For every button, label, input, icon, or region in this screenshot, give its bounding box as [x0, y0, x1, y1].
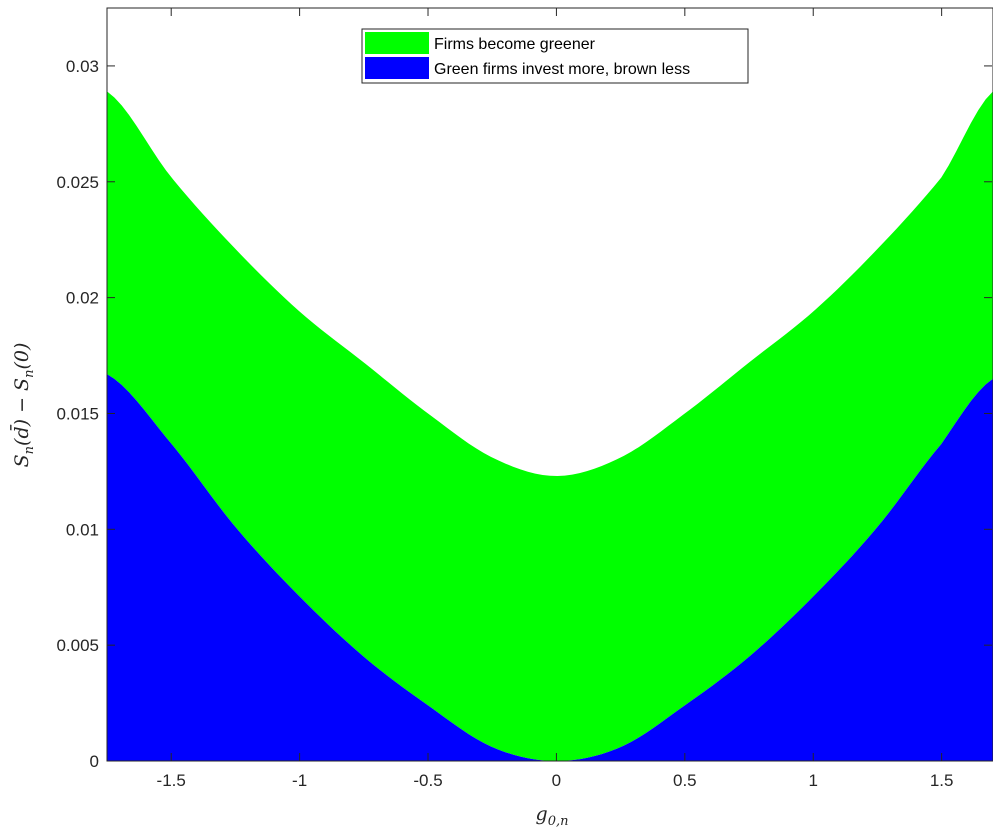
legend-swatch: [365, 57, 429, 79]
y-tick-label: 0.025: [56, 173, 99, 192]
x-tick-label: 0.5: [673, 771, 697, 790]
region-firms-become-greener: [107, 91, 993, 761]
y-tick-label: 0.03: [66, 57, 99, 76]
y-axis: 0 0.005 0.01 0.015 0.02 0.025 0.03: [56, 57, 992, 771]
x-tick-label: -1: [292, 771, 307, 790]
x-axis-label: g0,n: [536, 803, 569, 827]
x-tick-label: 1.5: [930, 771, 954, 790]
y-axis-label: Sn(d̄) − Sn(0): [9, 343, 37, 468]
y-tick-label: 0.015: [56, 404, 99, 423]
x-tick-label: 1: [808, 771, 817, 790]
plot-area-frame: [106, 7, 993, 762]
region-green-invest-more: [107, 374, 993, 761]
x-tick-label: -1.5: [157, 771, 186, 790]
legend-label: Green firms invest more, brown less: [434, 61, 690, 78]
plot-regions: [107, 91, 993, 761]
x-tick-label: 0: [552, 771, 561, 790]
x-axis: -1.5 -1 -0.5 0 0.5 1 1.5: [157, 8, 954, 790]
legend-label: Firms become greener: [434, 36, 596, 53]
legend-swatch: [365, 32, 429, 54]
y-tick-label: 0.005: [56, 636, 99, 655]
y-tick-label: 0: [90, 752, 99, 771]
x-tick-label: -0.5: [413, 771, 442, 790]
y-tick-label: 0.01: [66, 520, 99, 539]
legend: Firms become greener Green firms invest m…: [361, 28, 749, 84]
y-tick-label: 0.02: [66, 289, 99, 308]
